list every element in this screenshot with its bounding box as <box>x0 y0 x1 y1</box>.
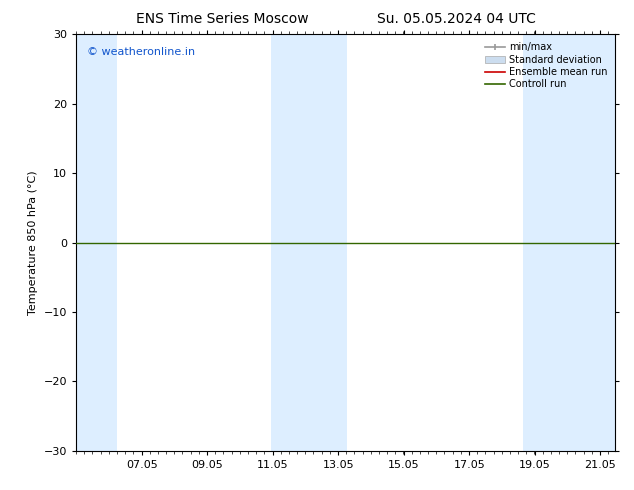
Legend: min/max, Standard deviation, Ensemble mean run, Controll run: min/max, Standard deviation, Ensemble me… <box>482 39 610 92</box>
Bar <box>523 34 543 451</box>
Text: Su. 05.05.2024 04 UTC: Su. 05.05.2024 04 UTC <box>377 12 536 26</box>
Bar <box>76 34 117 451</box>
Text: © weatheronline.in: © weatheronline.in <box>87 47 195 57</box>
Bar <box>543 34 615 451</box>
Bar <box>294 34 347 451</box>
Bar <box>271 34 294 451</box>
Text: ENS Time Series Moscow: ENS Time Series Moscow <box>136 12 308 26</box>
Y-axis label: Temperature 850 hPa (°C): Temperature 850 hPa (°C) <box>28 170 38 315</box>
